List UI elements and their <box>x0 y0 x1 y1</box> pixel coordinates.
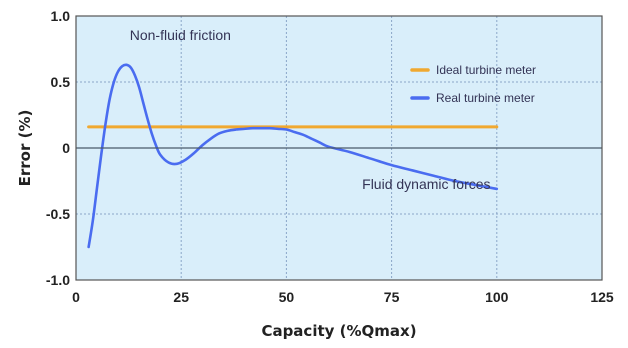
legend-label: Ideal turbine meter <box>436 63 536 77</box>
x-tick-label: 75 <box>384 289 400 305</box>
annotation-fluid-dynamic-forces: Fluid dynamic forces <box>362 176 490 192</box>
y-tick-label: -1.0 <box>46 272 70 288</box>
y-tick-label: 0.5 <box>51 74 71 90</box>
legend: Ideal turbine meter Real turbine meter <box>410 63 536 105</box>
annotations: Non-fluid friction Fluid dynamic forces <box>130 27 491 192</box>
legend-label: Real turbine meter <box>436 91 535 105</box>
plot-frame <box>75 15 603 281</box>
y-tick-label: 1.0 <box>51 8 71 24</box>
y-axis-tick-labels: -1.0 -0.5 0 0.5 1.0 <box>46 8 70 288</box>
series-line-real-turbine-meter <box>87 63 499 249</box>
y-tick-label: 0 <box>62 140 70 156</box>
x-tick-label: 0 <box>72 289 80 305</box>
x-tick-label: 100 <box>485 289 509 305</box>
x-axis-title: Capacity (%Qmax) <box>261 322 416 340</box>
annotation-non-fluid-friction: Non-fluid friction <box>130 27 231 43</box>
x-tick-label: 125 <box>590 289 614 305</box>
x-axis-tick-labels: 0 25 50 75 100 125 <box>72 289 614 305</box>
y-axis-title: Error (%) <box>16 110 34 187</box>
y-tick-label: -0.5 <box>46 206 70 222</box>
x-tick-label: 25 <box>173 289 189 305</box>
series-lines <box>87 63 499 249</box>
x-tick-label: 50 <box>279 289 295 305</box>
